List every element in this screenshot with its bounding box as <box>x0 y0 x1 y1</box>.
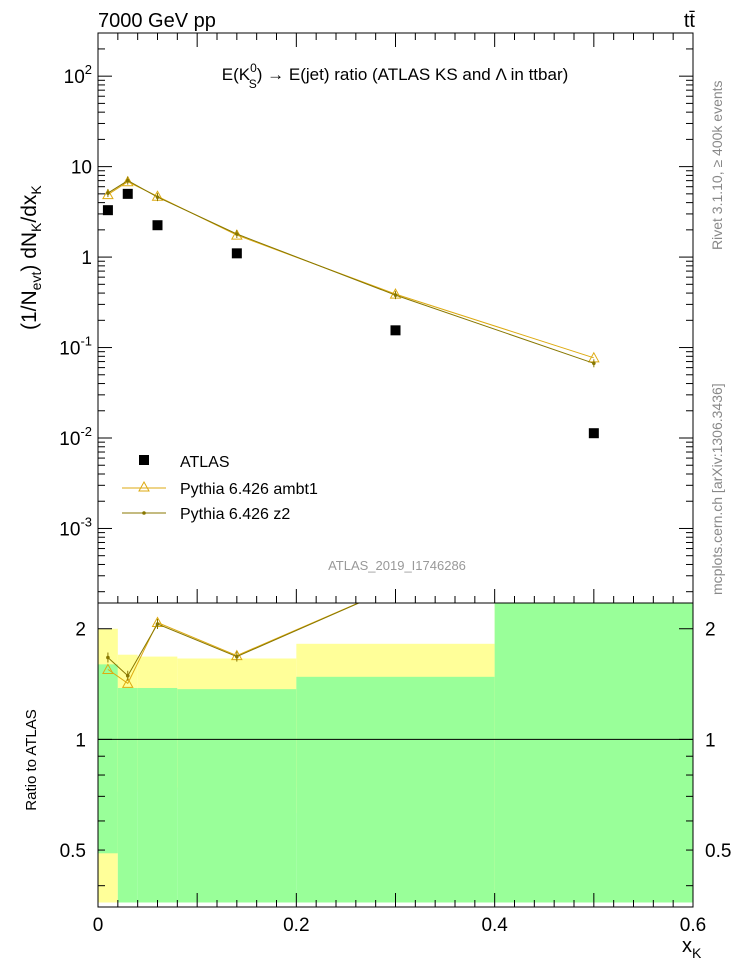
stat-band-2 <box>137 687 178 903</box>
main-ytick-label: 10-3 <box>59 514 92 540</box>
axes-layer: 10-3 10-2 10-1 1 10 102 0.5 0.5 1 1 2 2 0 0.2 0.4 0.6 <box>59 32 731 936</box>
z2-marker <box>125 178 130 183</box>
ratio-ytick-label-right: 2 <box>705 620 716 641</box>
xtick-label: 0 <box>93 915 104 936</box>
ratio-ytick-label: 2 <box>75 620 86 641</box>
mcplots-label: mcplots.cern.ch [arXiv:1306.3436] <box>709 383 725 595</box>
main-ytick-label: 10-2 <box>59 424 92 450</box>
x-axis-label: xK <box>682 935 702 961</box>
z2-marker <box>106 191 110 195</box>
main-series-layer <box>102 175 600 439</box>
ratio-ambt1-marker <box>121 677 134 688</box>
z2-marker <box>592 361 596 366</box>
title-sub: S <box>249 77 257 91</box>
ratio-bands <box>98 603 693 903</box>
z2-marker <box>235 232 239 236</box>
ratio-ytick-label-right: 1 <box>705 730 716 751</box>
stat-band-4 <box>296 676 495 903</box>
ambt1-marker <box>102 188 114 200</box>
ratio-z2-marker <box>125 673 130 678</box>
ratio-z2-marker <box>106 655 110 660</box>
stat-band-5 <box>494 603 693 903</box>
ratio-series-layer <box>102 603 361 688</box>
atlas-point <box>122 188 133 199</box>
legend-z2-marker <box>142 511 146 515</box>
main-ytick-label: 102 <box>64 62 92 88</box>
plot-title: E(K0 S) → E(jet) ratio (ATLAS KS and Λ in… <box>222 61 569 91</box>
stat-band-3 <box>177 689 297 903</box>
main-line-2 <box>107 180 594 364</box>
main-ytick-label: 10-1 <box>59 334 92 360</box>
xtick-label: 0.2 <box>283 915 309 936</box>
ratio-z2-marker <box>155 622 160 626</box>
ratio-z2-marker <box>235 654 239 659</box>
z2-marker <box>155 195 160 199</box>
energy-label: 7000 GeV pp <box>98 10 216 32</box>
title-suffix: ) → E(jet) ratio (ATLAS KS and Λ in ttba… <box>257 65 568 84</box>
atlas-point <box>152 220 163 231</box>
z2-marker <box>393 293 398 297</box>
atlas-point <box>588 428 599 439</box>
main-ytick-label: 10 <box>71 158 92 179</box>
legend-atlas-label: ATLAS <box>180 454 230 471</box>
ratio-ytick-label: 1 <box>75 730 86 751</box>
main-ylabel: (1/Nevt) dNK/dxK <box>18 185 44 330</box>
legend-ambt1-label: Pythia 6.426 ambt1 <box>180 481 318 498</box>
ratio-ylabel: Ratio to ATLAS <box>23 709 40 810</box>
ambt1-marker <box>121 175 134 187</box>
legend-z2-label: Pythia 6.426 z2 <box>180 506 290 523</box>
legend-atlas-marker <box>139 455 149 465</box>
legend: ATLAS Pythia 6.426 ambt1 Pythia 6.426 z2 <box>122 454 318 523</box>
title-prefix: E(K <box>222 65 251 84</box>
ratio-ytick-label-right: 0.5 <box>705 841 731 862</box>
ratio-ambt1-marker <box>102 663 114 674</box>
xtick-label: 0.6 <box>680 915 706 936</box>
atlas-point <box>231 248 242 259</box>
analysis-id: ATLAS_2019_I1746286 <box>328 558 466 573</box>
xtick-label: 0.4 <box>481 915 508 936</box>
title-sup: 0 <box>250 61 257 75</box>
stat-band-1 <box>117 687 138 903</box>
atlas-point <box>102 205 113 216</box>
main-ytick-label: 1 <box>81 248 92 269</box>
atlas-point <box>390 325 401 336</box>
legend-ambt1-marker <box>138 480 150 492</box>
rivet-label: Rivet 3.1.10, ≥ 400k events <box>709 80 725 250</box>
ratio-ytick-label: 0.5 <box>60 841 86 862</box>
process-label: tt̄ <box>684 10 696 32</box>
stat-band-0 <box>98 664 118 854</box>
